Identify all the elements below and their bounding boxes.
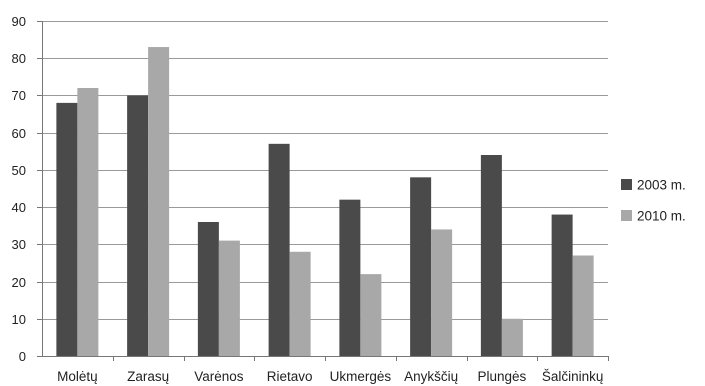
- bar-2010: [148, 47, 170, 357]
- bar-2010: [77, 88, 99, 356]
- bar-2010: [360, 274, 382, 356]
- bar-2010: [572, 255, 594, 356]
- x-tick-label: Rietavo: [267, 369, 313, 384]
- y-tick-label: 50: [12, 163, 26, 178]
- y-tick-label: 60: [12, 126, 26, 141]
- bar-2003: [410, 177, 432, 356]
- y-tick-label: 80: [12, 51, 26, 66]
- y-tick-label: 0: [19, 349, 26, 364]
- bar-2003: [197, 222, 219, 356]
- y-tick-label: 20: [12, 275, 26, 290]
- bar-2003: [56, 102, 78, 356]
- y-tick-label: 40: [12, 200, 26, 215]
- bar-2010: [501, 318, 523, 356]
- legend-swatch: [621, 210, 632, 221]
- legend: 2003 m. 2010 m.: [621, 178, 686, 224]
- y-tick-label: 10: [12, 312, 26, 327]
- y-tick-label: 90: [12, 14, 26, 29]
- legend-label: 2003 m.: [637, 178, 686, 193]
- x-tick-label: Varėnos: [194, 369, 244, 384]
- x-tick-label: Anykščių: [404, 369, 458, 384]
- bar-2010: [289, 251, 311, 356]
- x-axis-labels: Molėtų Zarasų Varėnos Rietavo Ukmergės Anykšč…: [57, 369, 603, 384]
- y-tick-label: 30: [12, 237, 26, 252]
- bar-2003: [127, 95, 149, 356]
- legend-label: 2010 m.: [637, 209, 686, 224]
- bar-2003: [551, 214, 573, 356]
- x-tick-label: Zarasų: [127, 369, 169, 384]
- bars: [56, 47, 594, 357]
- y-axis-ticks: 0 10 20 30 40 50 60 70 80 90: [12, 14, 42, 364]
- x-tick-label: Molėtų: [57, 369, 98, 384]
- bar-2003: [268, 143, 290, 356]
- bar-2010: [218, 240, 240, 356]
- x-tick-label: Ukmergės: [330, 369, 392, 384]
- y-tick-label: 70: [12, 88, 26, 103]
- gridlines: [42, 21, 608, 320]
- x-tick-label: Šalčininkų: [542, 369, 604, 384]
- x-axis: [42, 21, 609, 361]
- bar-2003: [339, 199, 361, 356]
- x-tick-label: Plungės: [477, 369, 526, 384]
- bar-2010: [431, 229, 453, 356]
- bar-2003: [480, 155, 502, 356]
- legend-swatch: [621, 179, 632, 190]
